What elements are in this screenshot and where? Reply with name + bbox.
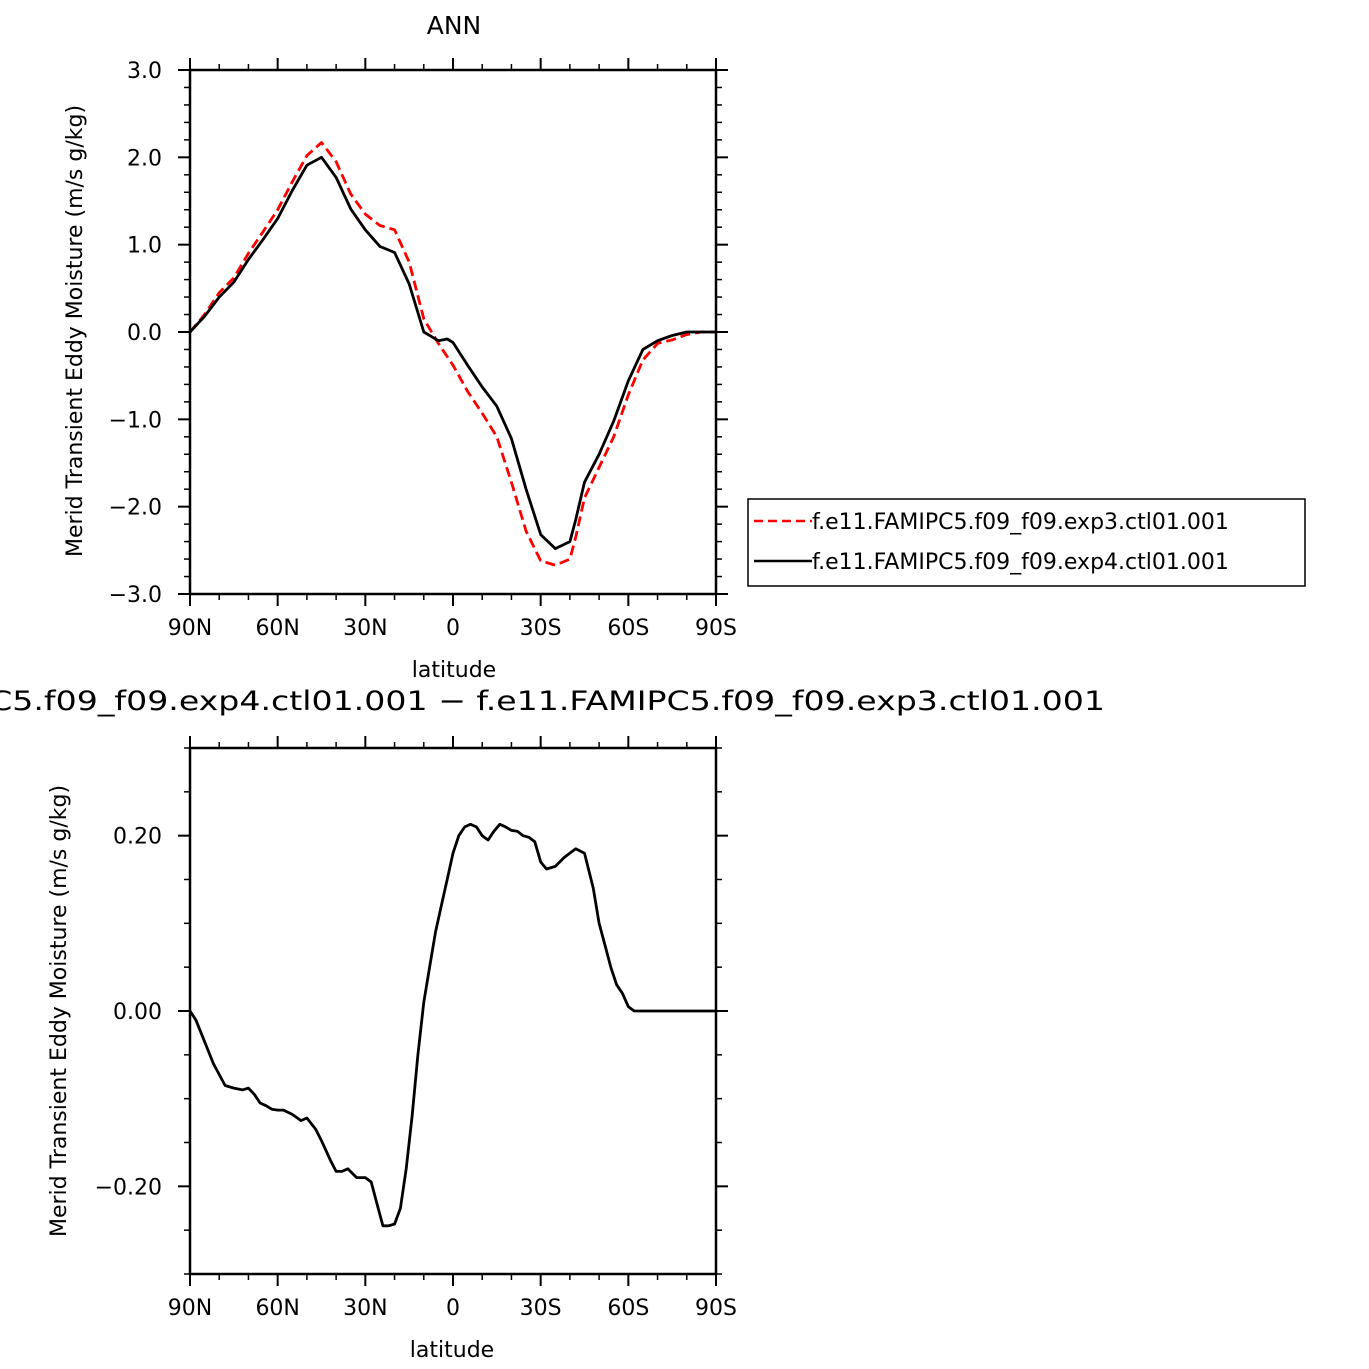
bottom-x-tick-label: 60S [607,1296,649,1321]
bottom-x-tick-label: 30S [520,1296,562,1321]
bottom-x-tick-label: 90N [168,1296,212,1321]
top-y-tick-label: −1.0 [109,408,162,433]
bottom-panel: f.e11.FAMIPC5.f09_f09.exp4.ctl01.001 − f… [0,686,1105,1363]
top-x-tick-label: 90N [168,616,212,641]
top-y-tick-label: −3.0 [109,583,162,608]
top-panel: ANN Merid Transient Eddy Moisture (m/s g… [63,11,737,683]
bottom-x-tick-label: 0 [446,1296,460,1321]
bottom-y-tick-label: −0.20 [95,1175,162,1200]
bottom-y-axis-label: Merid Transient Eddy Moisture (m/s g/kg) [47,785,72,1237]
bottom-y-tick-label: 0.00 [113,1000,162,1025]
bottom-y-tick-label: 0.20 [113,825,162,850]
top-y-tick-label: 3.0 [127,59,162,84]
bottom-ticks: 90N 60N 30N 0 30S 60S 90S 0.20 0.00 −0.20 [95,736,737,1321]
top-y-tick-label: 0.0 [127,321,162,346]
top-series [188,141,716,567]
bottom-x-tick-label: 30N [343,1296,387,1321]
legend-label-exp3: f.e11.FAMIPC5.f09_f09.exp3.ctl01.001 [812,510,1229,535]
bottom-chart-title: f.e11.FAMIPC5.f09_f09.exp4.ctl01.001 − f… [0,686,1105,717]
top-series-line-2 [188,155,716,550]
legend: f.e11.FAMIPC5.f09_f09.exp3.ctl01.001 f.e… [747,498,1306,587]
top-x-tick-label: 30N [343,616,387,641]
top-x-axis-label: latitude [412,658,496,683]
bottom-x-tick-label: 90S [695,1296,737,1321]
top-chart-title: ANN [427,11,482,40]
top-x-tick-label: 60S [607,616,649,641]
bottom-plot-frame [188,746,718,1276]
top-y-tick-label: 2.0 [127,146,162,171]
bottom-series [188,822,716,1228]
legend-label-exp4: f.e11.FAMIPC5.f09_f09.exp4.ctl01.001 [812,550,1229,575]
top-y-tick-label: 1.0 [127,234,162,259]
top-x-tick-label: 60N [255,616,299,641]
top-y-tick-label: −2.0 [109,496,162,521]
bottom-x-tick-label: 60N [255,1296,299,1321]
top-series-line-1 [188,141,716,567]
top-x-tick-label: 0 [446,616,460,641]
legend-box [747,498,1306,587]
top-plot-frame [188,68,718,596]
top-y-axis-label: Merid Transient Eddy Moisture (m/s g/kg) [63,105,88,557]
bottom-series-line-1 [188,822,716,1228]
top-x-tick-label: 30S [520,616,562,641]
top-x-tick-label: 90S [695,616,737,641]
bottom-x-axis-label: latitude [410,1338,494,1363]
